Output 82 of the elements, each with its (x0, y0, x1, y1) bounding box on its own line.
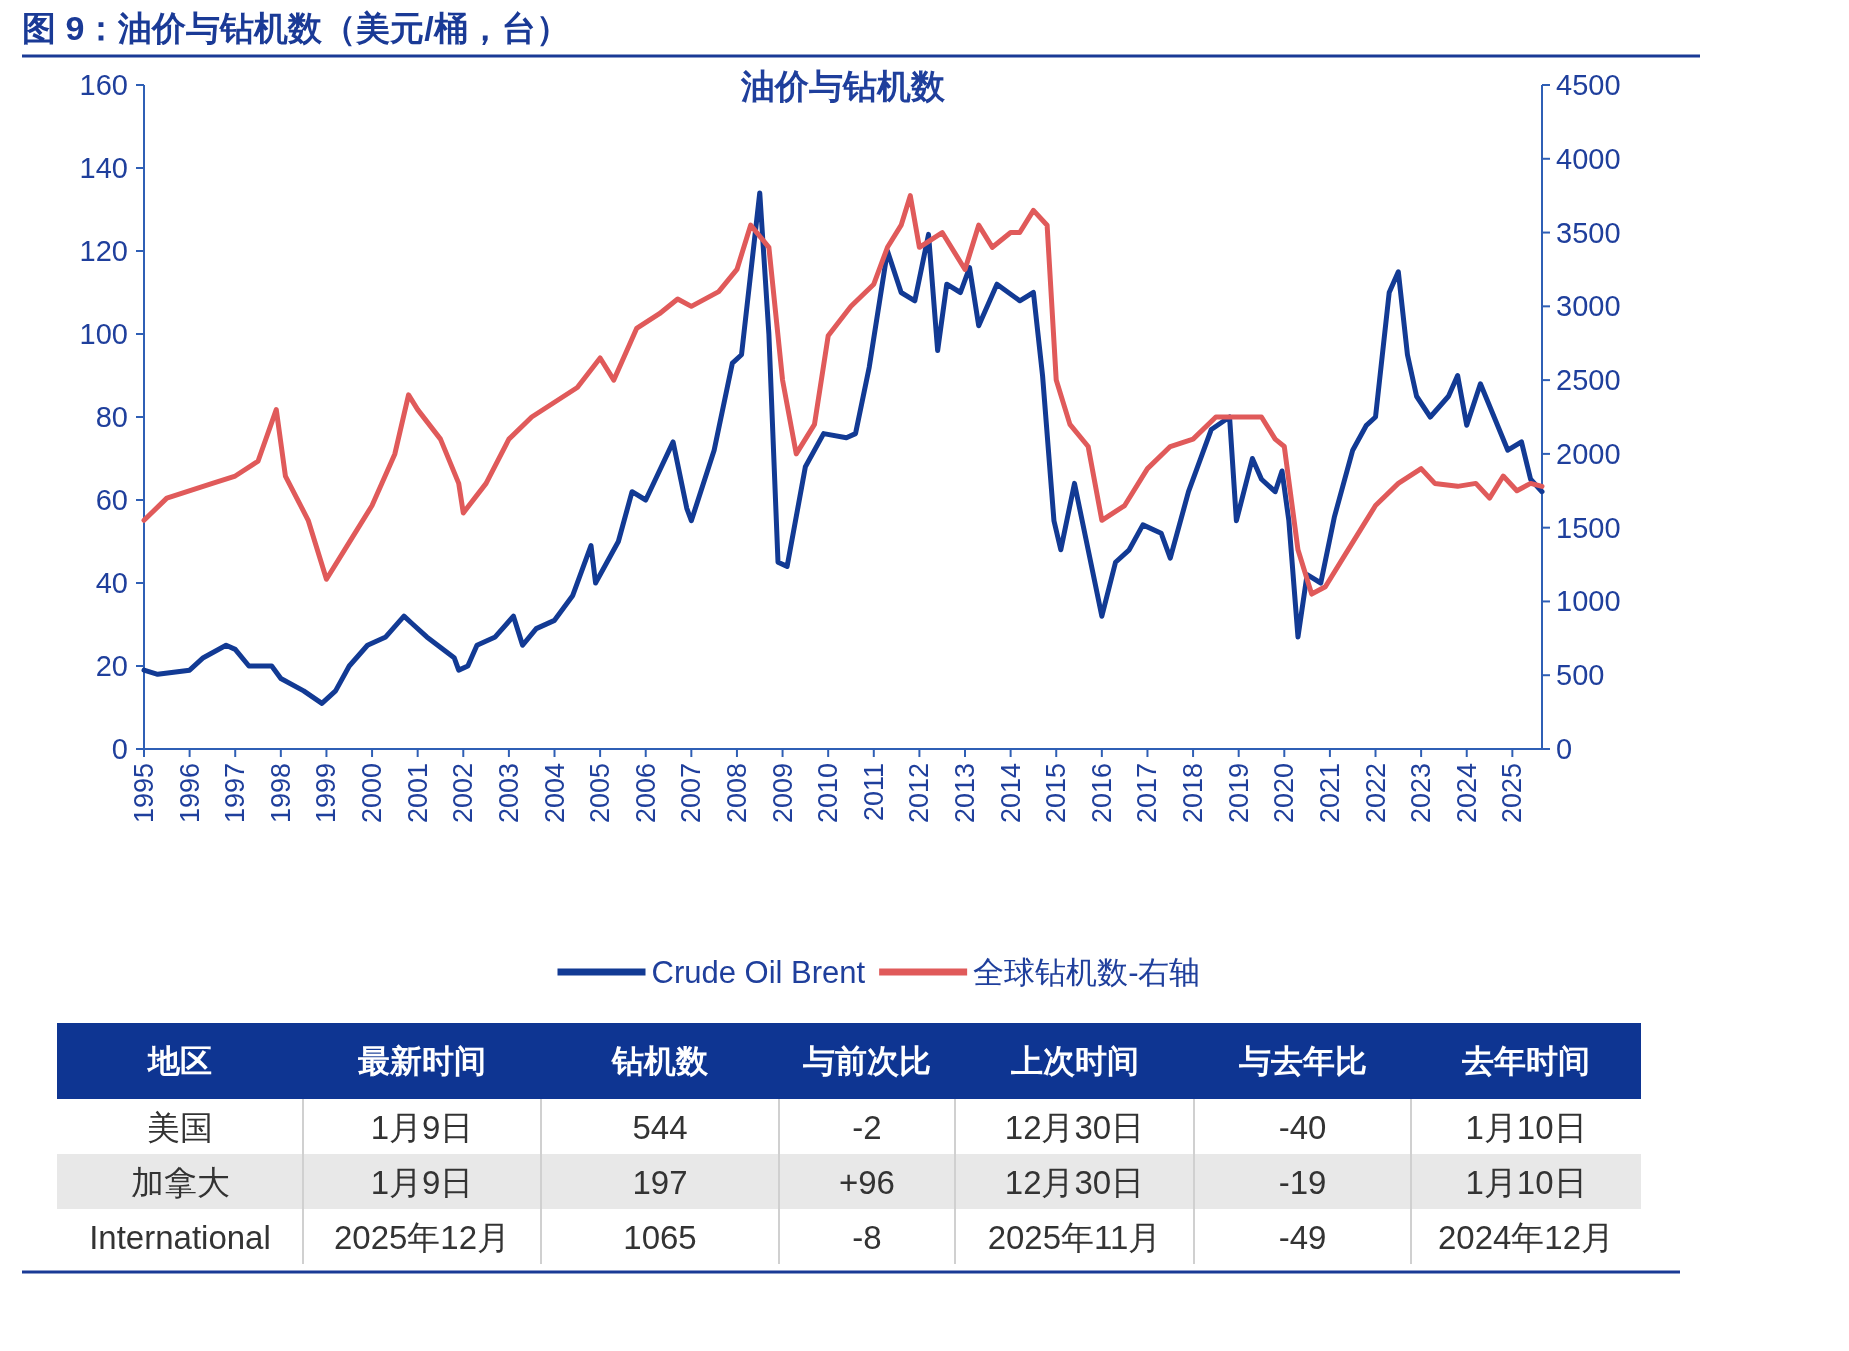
x-tick-label: 1998 (265, 763, 296, 824)
x-tick-label: 2016 (1086, 763, 1117, 824)
chart-subtitle: 油价与钻机数 (740, 67, 946, 105)
y2-tick-label: 4500 (1556, 69, 1621, 101)
text: 地区 (146, 1043, 212, 1079)
text: 1月9日 (370, 1108, 474, 1146)
x-tick-label: 2020 (1269, 763, 1300, 824)
text: 544 (632, 1108, 688, 1146)
text: 上次时间 (1009, 1043, 1139, 1079)
legend-label: Crude Oil Brent (651, 955, 866, 990)
text: 1月9日 (370, 1163, 474, 1201)
text: -49 (1278, 1218, 1327, 1256)
text: 2025年11月 (987, 1218, 1162, 1256)
x-tick-label: 1995 (129, 763, 159, 824)
x-tick-label: 2003 (493, 763, 524, 824)
y-tick-label: 100 (79, 318, 128, 350)
x-tick-label: 2011 (858, 763, 889, 822)
y2-tick-label: 2000 (1556, 437, 1621, 470)
text: +96 (839, 1163, 895, 1201)
x-tick-label: 1996 (174, 763, 205, 824)
x-tick-label: 2005 (585, 763, 616, 824)
x-tick-label: 2002 (448, 763, 479, 824)
legend-label: 全球钻机数-右轴 (973, 955, 1201, 990)
text: -8 (852, 1218, 882, 1256)
text: 与去年比 (1237, 1043, 1367, 1079)
x-tick-label: 1999 (311, 763, 342, 824)
x-tick-label: 2004 (539, 763, 570, 824)
text: 12月30日 (1004, 1108, 1145, 1146)
x-tick-label: 2025 (1497, 763, 1528, 824)
y-tick-label: 0 (111, 733, 128, 765)
y2-tick-label: 0 (1556, 733, 1573, 765)
text: -2 (852, 1108, 882, 1146)
text: 美国 (147, 1108, 213, 1146)
y-tick-label: 160 (79, 69, 128, 101)
x-tick-label: 2015 (1041, 763, 1072, 824)
text: -40 (1278, 1108, 1327, 1146)
x-tick-label: 2013 (950, 763, 981, 824)
y-tick-label: 20 (95, 650, 128, 682)
x-tick-label: 2019 (1223, 763, 1254, 824)
x-tick-label: 2000 (357, 763, 388, 824)
y-tick-label: 40 (95, 567, 128, 599)
x-tick-label: 2001 (402, 763, 433, 824)
text: 197 (632, 1163, 688, 1201)
x-tick-label: 2018 (1178, 763, 1209, 824)
text: 去年时间 (1461, 1043, 1590, 1079)
y2-tick-label: 1000 (1556, 585, 1621, 618)
y2-tick-label: 2500 (1556, 364, 1621, 397)
text: 1065 (623, 1218, 697, 1256)
x-tick-label: 2014 (995, 763, 1026, 824)
y-tick-label: 140 (79, 152, 128, 184)
y2-tick-label: 3500 (1556, 216, 1621, 249)
y2-tick-label: 500 (1556, 659, 1605, 692)
x-tick-label: 2023 (1406, 763, 1437, 824)
x-tick-label: 2007 (676, 763, 707, 824)
text: 钻机数 (610, 1043, 709, 1079)
text: 加拿大 (130, 1163, 230, 1201)
x-tick-label: 2012 (904, 763, 935, 824)
text: 12月30日 (1004, 1163, 1145, 1201)
x-tick-label: 2008 (721, 763, 752, 824)
text: 与前次比 (802, 1043, 931, 1079)
text: 2025年12月 (333, 1218, 511, 1256)
y2-tick-label: 3000 (1556, 290, 1621, 323)
x-tick-label: 2010 (813, 763, 844, 824)
x-tick-label: 2009 (767, 763, 798, 824)
x-tick-label: 2006 (630, 763, 661, 824)
x-tick-label: 2022 (1360, 763, 1391, 824)
text: 最新时间 (358, 1043, 486, 1079)
text: -19 (1278, 1163, 1327, 1201)
chart-title: 图 9：油价与钻机数（美元/桶，台） (22, 9, 570, 47)
x-tick-label: 2024 (1451, 763, 1482, 824)
text: 2024年12月 (1437, 1218, 1615, 1256)
x-tick-label: 1997 (220, 763, 251, 824)
text: 1月10日 (1465, 1108, 1587, 1146)
y-tick-label: 80 (95, 401, 128, 433)
x-tick-label: 2021 (1314, 763, 1345, 824)
y-tick-label: 60 (95, 484, 128, 516)
y2-tick-label: 1500 (1556, 511, 1621, 544)
y2-tick-label: 4000 (1556, 142, 1621, 175)
text: International (89, 1218, 271, 1256)
text: 1月10日 (1465, 1163, 1587, 1201)
x-tick-label: 2017 (1132, 763, 1163, 824)
y-tick-label: 120 (79, 235, 128, 267)
